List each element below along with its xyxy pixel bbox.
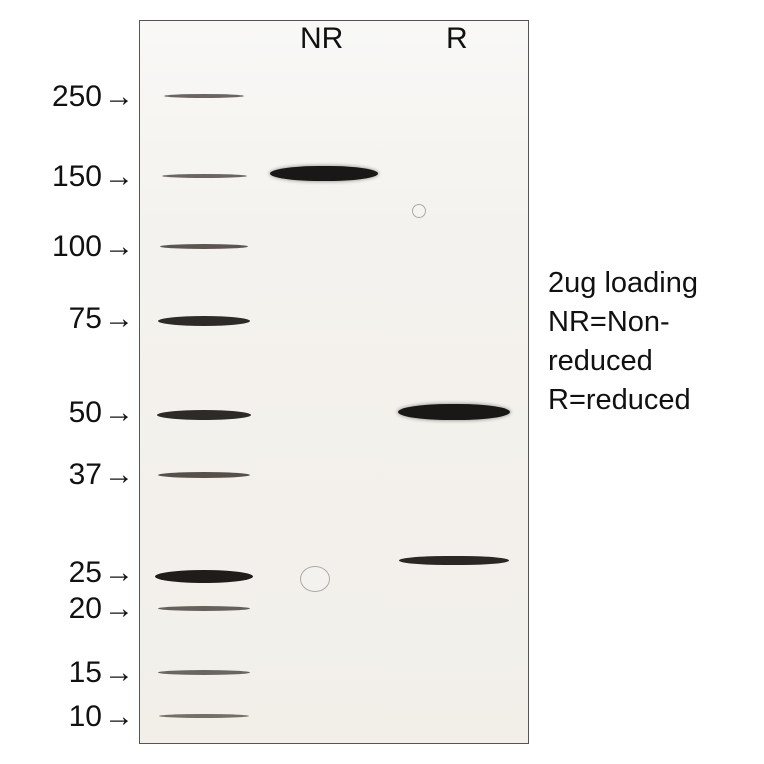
arrow-icon: → <box>104 302 134 336</box>
mw-label-75: 75→ <box>69 302 134 336</box>
ladder-band <box>164 94 244 98</box>
mw-value: 100 <box>52 230 102 263</box>
mw-value: 37 <box>69 458 102 491</box>
arrow-icon: → <box>104 556 134 590</box>
arrow-icon: → <box>104 656 134 690</box>
ladder-band <box>160 244 248 249</box>
legend: 2ug loadingNR=Non-reducedR=reduced <box>548 264 698 421</box>
lane-header-r: R <box>446 22 468 56</box>
mw-label-20: 20→ <box>69 592 134 626</box>
legend-line: R=reduced <box>548 381 698 420</box>
ladder-band <box>162 174 247 178</box>
ladder-band <box>157 410 251 420</box>
mw-value: 75 <box>69 302 102 335</box>
mw-label-100: 100→ <box>52 230 134 264</box>
ladder-band <box>158 670 250 675</box>
gel-figure: NR R 250→150→100→75→50→37→25→20→15→10→ 2… <box>0 0 764 764</box>
ladder-band <box>155 570 253 583</box>
legend-line: 2ug loading <box>548 264 698 303</box>
mw-value: 50 <box>69 396 102 429</box>
mw-label-15: 15→ <box>69 656 134 690</box>
arrow-icon: → <box>104 592 134 626</box>
mw-label-50: 50→ <box>69 396 134 430</box>
arrow-icon: → <box>104 80 134 114</box>
artifact-spot <box>412 204 426 218</box>
lane-header-nr: NR <box>300 22 343 56</box>
ladder-band <box>159 714 249 718</box>
arrow-icon: → <box>104 396 134 430</box>
mw-value: 25 <box>69 556 102 589</box>
arrow-icon: → <box>104 230 134 264</box>
mw-label-25: 25→ <box>69 556 134 590</box>
mw-value: 150 <box>52 160 102 193</box>
ladder-band <box>158 316 250 326</box>
mw-value: 15 <box>69 656 102 689</box>
mw-label-37: 37→ <box>69 458 134 492</box>
nr-band <box>270 166 378 181</box>
arrow-icon: → <box>104 458 134 492</box>
r-band <box>399 556 509 565</box>
mw-value: 250 <box>52 80 102 113</box>
mw-value: 20 <box>69 592 102 625</box>
mw-label-10: 10→ <box>69 700 134 734</box>
arrow-icon: → <box>104 160 134 194</box>
legend-line: NR=Non- <box>548 303 698 342</box>
mw-label-250: 250→ <box>52 80 134 114</box>
legend-line: reduced <box>548 342 698 381</box>
ladder-band <box>158 606 250 611</box>
mw-label-150: 150→ <box>52 160 134 194</box>
r-band <box>398 404 510 420</box>
ladder-band <box>158 472 250 478</box>
mw-value: 10 <box>69 700 102 733</box>
artifact-spot <box>300 566 330 592</box>
gel-area <box>139 20 529 744</box>
arrow-icon: → <box>104 700 134 734</box>
